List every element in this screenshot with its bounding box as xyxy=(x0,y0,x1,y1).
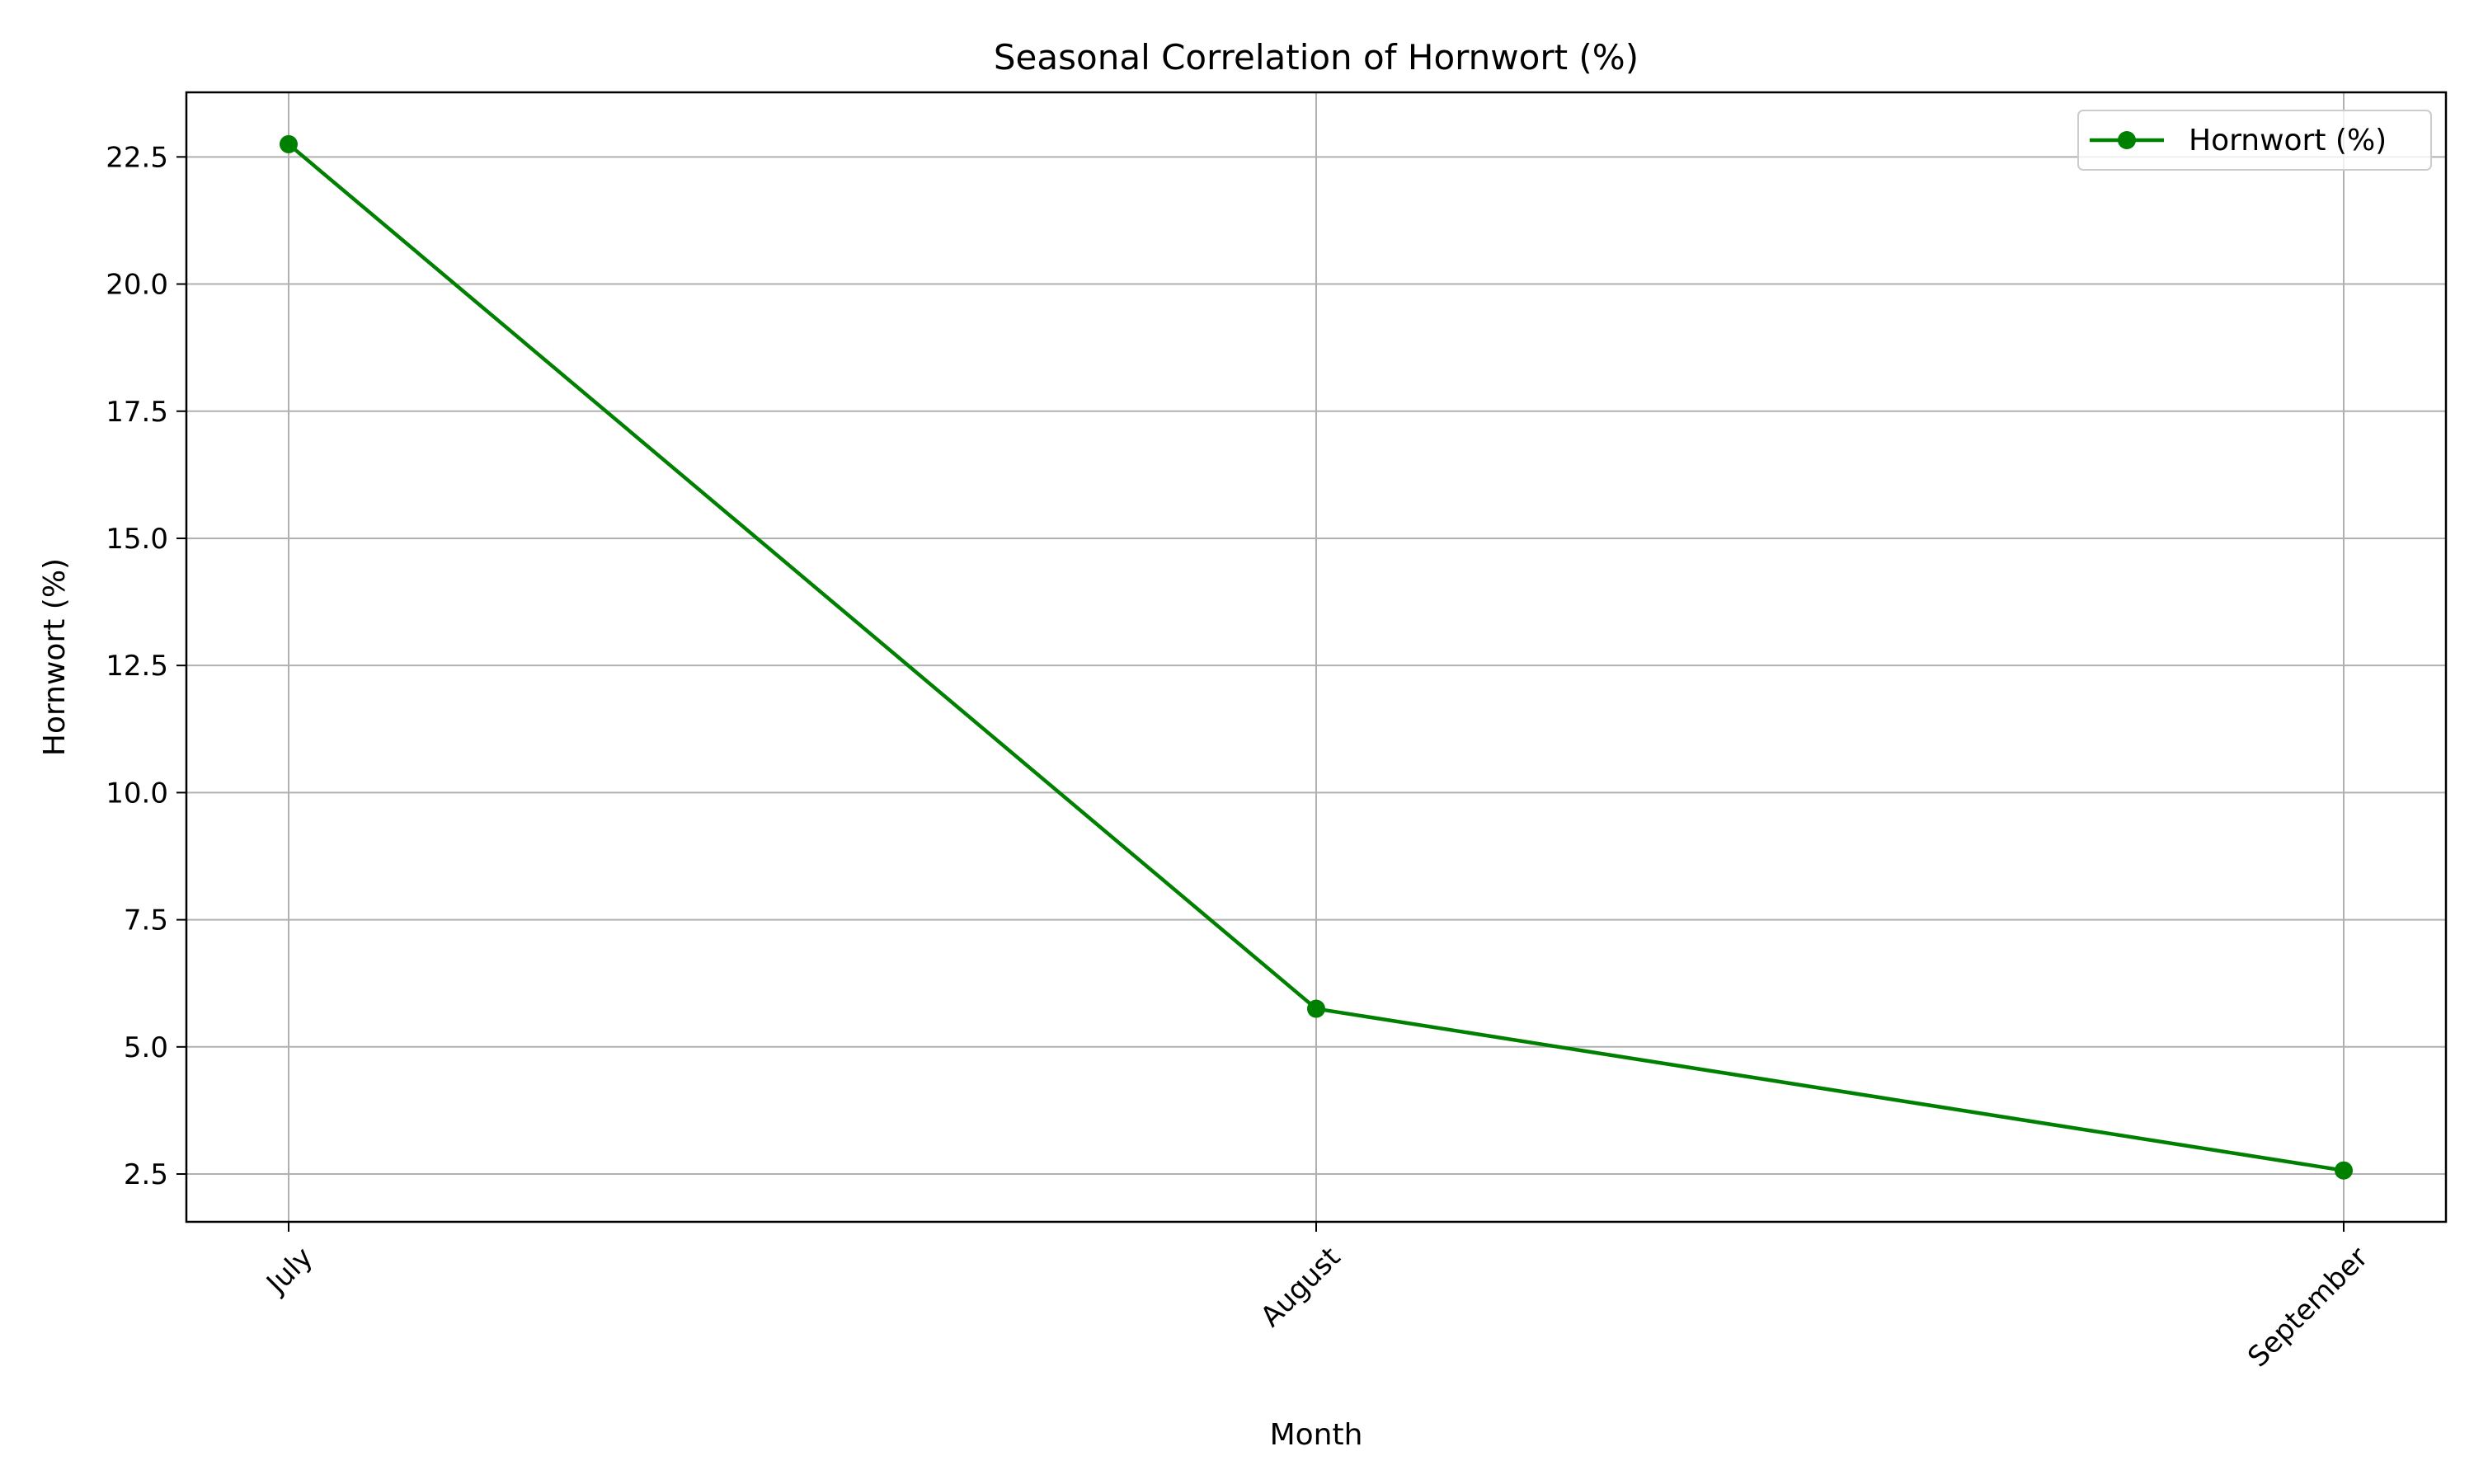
y-tick-label: 22.5 xyxy=(106,141,168,174)
legend-box xyxy=(2077,110,2432,171)
y-tick-label: 2.5 xyxy=(124,1158,168,1191)
grid-lines xyxy=(186,92,2446,1222)
y-tick-label: 5.0 xyxy=(124,1031,168,1064)
y-axis-label: Hornwort (%) xyxy=(38,558,72,756)
data-point-marker xyxy=(2335,1161,2353,1180)
y-tick-label: 10.0 xyxy=(106,777,168,810)
y-tick-label: 15.0 xyxy=(106,523,168,556)
data-point-marker xyxy=(280,134,298,153)
x-axis-label: Month xyxy=(1270,1418,1363,1452)
series-layer xyxy=(280,134,2353,1180)
legend-marker-swatch xyxy=(2118,131,2136,149)
chart-title: Seasonal Correlation of Hornwort (%) xyxy=(994,37,1639,77)
legend-label: Hornwort (%) xyxy=(2189,124,2387,157)
y-tick-label: 20.0 xyxy=(106,269,168,302)
y-tick-label: 12.5 xyxy=(106,650,168,683)
y-tick-label: 7.5 xyxy=(124,904,168,937)
legend: Hornwort (%) xyxy=(2077,110,2432,171)
y-tick-label: 17.5 xyxy=(106,396,168,429)
data-point-marker xyxy=(1307,999,1325,1018)
